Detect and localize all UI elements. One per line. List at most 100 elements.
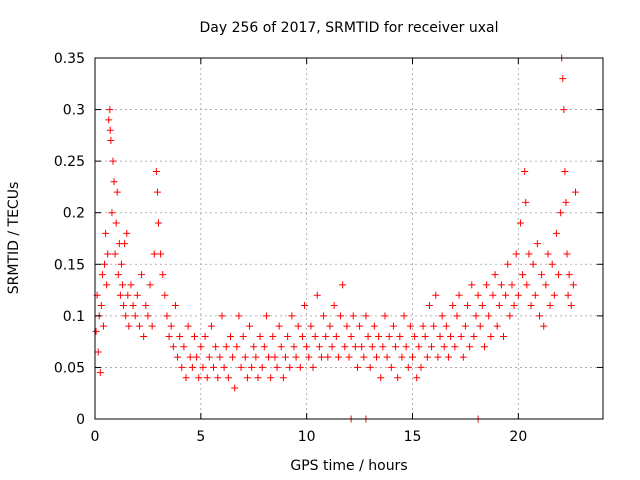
y-tick-label: 0.35 [54, 51, 85, 67]
data-point [440, 343, 448, 351]
data-point [269, 332, 277, 340]
data-point [271, 353, 279, 361]
data-point [464, 302, 472, 310]
data-point [339, 281, 347, 289]
data-point [483, 281, 491, 289]
data-point [106, 106, 114, 114]
y-tick-label: 0.05 [54, 360, 85, 376]
data-point [243, 374, 251, 382]
data-point [279, 374, 287, 382]
data-point [476, 322, 484, 330]
data-point [328, 343, 336, 351]
data-point [144, 312, 152, 320]
data-point [381, 312, 389, 320]
data-point [472, 312, 480, 320]
data-point [324, 353, 332, 361]
data-point [419, 322, 427, 330]
data-point [218, 312, 226, 320]
data-point [226, 332, 234, 340]
data-point [396, 332, 404, 340]
data-point [519, 271, 527, 279]
data-point [188, 363, 196, 371]
data-point [423, 353, 431, 361]
data-point [406, 322, 414, 330]
data-point [536, 312, 543, 320]
data-point [561, 167, 569, 175]
y-tick-label: 0.3 [63, 103, 85, 119]
data-point [360, 353, 368, 361]
x-tick-label: 15 [404, 429, 422, 445]
grid [95, 58, 603, 419]
data-point [125, 322, 133, 330]
data-point [315, 343, 323, 351]
data-point [265, 353, 273, 361]
data-point [516, 219, 524, 227]
data-point [292, 353, 300, 361]
data-point [146, 281, 154, 289]
data-point [430, 322, 438, 330]
data-point [569, 281, 577, 289]
data-point [560, 106, 568, 114]
y-tick-label: 0.2 [63, 206, 85, 222]
data-point [212, 343, 220, 351]
data-point [303, 343, 311, 351]
data-point [178, 363, 186, 371]
data-point [288, 312, 296, 320]
data-point [119, 281, 127, 289]
data-point [138, 271, 146, 279]
data-point [523, 281, 531, 289]
data-point [330, 302, 338, 310]
y-tick-label: 0.25 [54, 154, 85, 170]
data-point [101, 260, 109, 268]
data-point [571, 188, 579, 196]
data-point [163, 312, 171, 320]
data-point [468, 281, 476, 289]
data-point [565, 271, 573, 279]
data-point [398, 353, 406, 361]
data-point [254, 374, 262, 382]
data-point [493, 322, 501, 330]
data-point [552, 229, 560, 237]
data-point [531, 291, 539, 299]
data-point [148, 322, 156, 330]
data-point [455, 291, 463, 299]
data-point [195, 374, 203, 382]
data-point [349, 312, 357, 320]
data-point [453, 312, 461, 320]
data-point [529, 260, 537, 268]
data-point [432, 291, 440, 299]
data-point [131, 312, 139, 320]
data-point [92, 327, 100, 335]
x-tick-label: 10 [298, 429, 316, 445]
data-point [373, 353, 381, 361]
data-point [262, 312, 270, 320]
data-point [375, 332, 383, 340]
data-point [557, 209, 565, 217]
data-point [298, 332, 306, 340]
data-point [510, 302, 518, 310]
data-point [370, 322, 378, 330]
data-point [220, 363, 228, 371]
data-point [110, 178, 118, 186]
data-point [98, 271, 106, 279]
y-axis-label: SRMTID / TECUs [6, 182, 22, 295]
data-point [150, 250, 158, 258]
data-point [366, 363, 374, 371]
data-point [332, 332, 340, 340]
data-point [241, 353, 249, 361]
data-point [135, 322, 143, 330]
data-point [122, 312, 130, 320]
data-point [237, 363, 245, 371]
data-point [555, 271, 563, 279]
data-point [157, 250, 165, 258]
data-point [290, 343, 298, 351]
data-point [273, 363, 281, 371]
data-point [229, 353, 237, 361]
data-point [411, 332, 419, 340]
data-point [447, 332, 455, 340]
data-point [174, 353, 182, 361]
data-point [201, 332, 209, 340]
data-point [305, 353, 313, 361]
data-point [167, 322, 175, 330]
